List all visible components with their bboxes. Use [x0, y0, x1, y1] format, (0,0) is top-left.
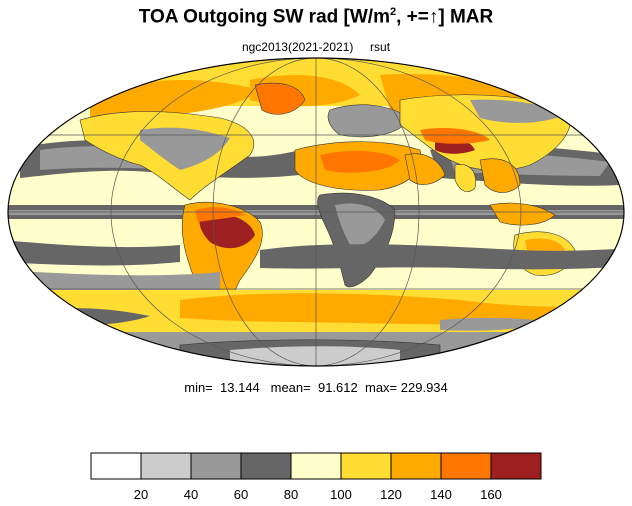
colorbar [90, 452, 542, 480]
india [454, 164, 476, 193]
colorbar-tick-label: 120 [380, 487, 402, 502]
map-border [7, 57, 625, 367]
southern-grey-band-1 [8, 240, 180, 266]
variable-label: rsut [370, 40, 391, 54]
southern-grey-band-3 [8, 270, 220, 293]
southern-ocean-orange [180, 293, 580, 325]
colorbar-tick-label: 160 [480, 487, 502, 502]
colorbar-tick-label: 140 [430, 487, 452, 502]
stats-line: min= 13.144 mean= 91.612 max= 229.934 [184, 380, 448, 395]
min-value: 13.144 [220, 380, 260, 395]
arabia [404, 153, 446, 185]
colorbar-swatch [190, 452, 242, 480]
world-map [7, 57, 625, 367]
southern-grey-band-2 [260, 244, 624, 270]
colorbar-swatch [90, 452, 142, 480]
colorbar-swatch [390, 452, 442, 480]
north-america-grey [140, 127, 230, 170]
max-value: 229.934 [400, 380, 448, 395]
up-arrow-icon: ↑ [428, 6, 439, 28]
colorbar-tick-label: 20 [133, 487, 149, 502]
colorbar-tick-label: 100 [330, 487, 352, 502]
africa-central-light [335, 203, 385, 247]
chart-title: TOA Outgoing SW rad [W/m2, +=↑] MAR [138, 6, 494, 28]
east-asia [479, 158, 521, 193]
arctic-orange-patch [90, 80, 260, 119]
siberia-grey [470, 99, 565, 123]
colorbar-swatch [490, 452, 542, 480]
sahara-core [320, 150, 400, 173]
experiment-label: ngc2013(2021-2021) [241, 40, 354, 54]
mean-value: 91.612 [317, 380, 358, 395]
colorbar-swatch [140, 452, 192, 480]
colorbar-swatch [340, 452, 392, 480]
colorbar-tick-label: 80 [283, 487, 299, 502]
southern-ocean-grey-2 [440, 317, 560, 331]
colorbar-swatch [240, 452, 292, 480]
maritime-continent [489, 202, 556, 226]
greenland [254, 82, 306, 115]
colorbar-swatch [290, 452, 342, 480]
tibet-orange [420, 128, 490, 144]
europe [327, 104, 411, 138]
colorbar-tick-label: 40 [183, 487, 199, 502]
graticule [8, 58, 624, 366]
amazon-orange [195, 207, 245, 222]
colorbar-tick-label: 60 [233, 487, 249, 502]
chart-subtitle: ngc2013(2021-2021) rsut [0, 40, 632, 54]
colorbar-swatch [440, 452, 492, 480]
